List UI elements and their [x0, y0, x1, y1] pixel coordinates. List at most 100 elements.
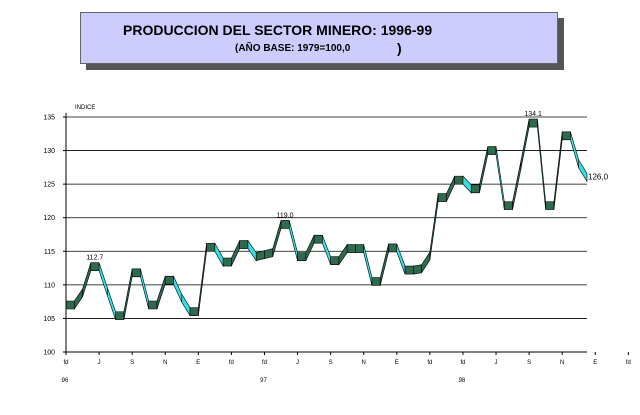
ribbon-segment [479, 146, 489, 193]
ribbon-segment [305, 235, 315, 261]
ribbon-segment [470, 184, 480, 194]
ribbon-segment [454, 175, 464, 185]
ribbon-segment [98, 262, 108, 296]
ribbon-segment [487, 146, 497, 155]
x-tick-label: S [329, 360, 333, 366]
ribbon-segment [90, 262, 100, 272]
x-year-label: 98 [459, 378, 466, 384]
ribbon-segment [288, 220, 298, 261]
x-tick-label: fd [229, 360, 234, 366]
ribbon-segment [504, 201, 513, 210]
x-tick-label: fd [63, 360, 68, 366]
ribbon-segment [404, 265, 414, 275]
ribbon-segment [255, 250, 265, 262]
x-tick-label: fd [427, 360, 432, 366]
x-tick-label: fd [460, 360, 465, 366]
y-tick-label: 115 [44, 249, 55, 256]
ribbon-segment [413, 264, 422, 275]
ribbon-segment [131, 268, 141, 278]
ribbon-segment [396, 243, 406, 275]
ribbon-segment [545, 201, 555, 210]
ribbon-segment [495, 146, 505, 210]
ribbon-segment [297, 252, 307, 261]
x-tick-label: N [560, 360, 564, 366]
x-tick-label: fd [626, 360, 631, 366]
ribbon-segment [222, 257, 232, 267]
ribbon-segment [115, 311, 125, 321]
ribbon-segment [239, 240, 249, 249]
ribbon-segment [528, 118, 538, 128]
chart-subtitle: (AÑO BASE: 1979=100,0 [235, 43, 351, 54]
x-tick-label: E [593, 360, 597, 366]
x-tick-label: J [98, 360, 101, 366]
ribbon-segment [578, 158, 588, 183]
x-tick-label: E [196, 360, 200, 366]
ribbon-segment [322, 235, 331, 265]
ribbon-segment [148, 300, 158, 310]
data-label: 119.0 [277, 212, 294, 219]
y-axis-label: INDICE [75, 105, 95, 111]
ribbon-segment [189, 307, 199, 317]
y-tick-label: 125 [43, 182, 55, 189]
ribbon-segment [553, 131, 563, 210]
series-ribbon [65, 118, 588, 321]
ribbon-segment [421, 250, 431, 274]
ribbon-segment [280, 220, 290, 229]
ribbon-segment [123, 268, 133, 320]
ribbon-segment [570, 131, 580, 169]
ribbon-segment [363, 244, 373, 286]
ribbon-segment [537, 119, 546, 210]
ribbon-segment [164, 275, 174, 285]
ribbon-segment [371, 277, 381, 286]
chart-subtitle-close: ) [397, 40, 402, 56]
ribbon-segment [156, 276, 166, 310]
ribbon-segment [429, 193, 439, 261]
ribbon-segment [198, 243, 207, 316]
chart-title: PRODUCCION DEL SECTOR MINERO: 1996-99 [123, 22, 433, 38]
x-tick-label: J [495, 360, 498, 366]
ribbon-segment [446, 175, 455, 202]
ribbon-segment [82, 262, 92, 298]
ribbon-segment [173, 276, 183, 303]
data-label: 134.1 [524, 111, 542, 118]
ribbon-segment [264, 248, 274, 260]
ribbon-segment [206, 242, 216, 252]
x-tick-label: N [362, 360, 366, 366]
ribbon-segment [330, 256, 340, 265]
axes [63, 113, 629, 355]
ribbon-segment [355, 244, 365, 253]
ribbon-segment [313, 234, 323, 244]
ribbon-segment [346, 244, 356, 253]
data-label: 126,0 [588, 172, 609, 181]
x-year-label: 96 [62, 378, 69, 384]
x-year-label: 97 [260, 378, 267, 384]
ribbon-segment [214, 242, 224, 268]
ribbon-segment [247, 239, 257, 262]
ribbon-segment [561, 131, 571, 141]
ribbon-segment [181, 293, 191, 317]
ribbon-segment [107, 287, 116, 320]
y-tick-label: 105 [43, 316, 55, 323]
x-tick-label: E [395, 360, 399, 366]
ribbon-segment [462, 175, 472, 194]
x-tick-label: J [296, 360, 299, 366]
ribbon-segment [73, 287, 83, 310]
y-tick-label: 120 [43, 215, 55, 222]
ribbon-segment [231, 240, 240, 267]
data-label: 112.7 [86, 255, 103, 262]
y-tick-label: 135 [43, 115, 55, 122]
y-tick-label: 100 [43, 350, 55, 357]
ribbon-segment [140, 268, 149, 310]
ribbon-segment [65, 300, 75, 310]
title-box: PRODUCCION DEL SECTOR MINERO: 1996-99 (A… [80, 12, 558, 64]
grid-lines [66, 116, 587, 319]
ribbon-segment [388, 243, 398, 253]
y-tick-label: 110 [44, 282, 55, 289]
x-tick-label: fd [262, 360, 267, 366]
ribbon-segment [520, 118, 530, 170]
ribbon-segment [379, 243, 389, 286]
ribbon-segment [437, 193, 447, 202]
x-tick-label: S [527, 360, 531, 366]
